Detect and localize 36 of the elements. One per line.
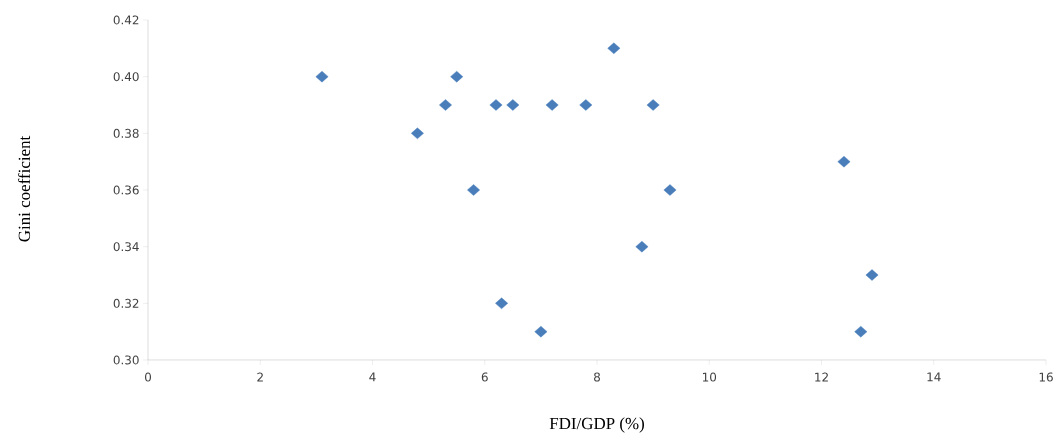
y-tick-label: 0.42: [113, 15, 139, 25]
point: [607, 42, 621, 55]
point: [506, 99, 520, 111]
x-tick-label: 0: [144, 372, 152, 382]
point: [489, 99, 503, 111]
point: [545, 99, 559, 111]
point: [411, 127, 424, 140]
y-tick-label: 0.32: [113, 298, 139, 308]
x-tick-label: 14: [927, 372, 941, 382]
x-tick-label: 4: [369, 372, 376, 382]
point: [865, 269, 879, 281]
point: [495, 297, 508, 310]
point: [439, 99, 452, 111]
point: [534, 325, 548, 338]
point: [315, 70, 329, 83]
x-tick-label: 8: [594, 372, 600, 382]
y-tick-label: 0.40: [113, 72, 139, 82]
y-tick-label: 0.30: [113, 355, 139, 365]
x-tick-label: 16: [1039, 372, 1053, 382]
y-tick-label: 0.36: [113, 185, 139, 195]
point: [837, 155, 851, 168]
x-tick-label: 6: [481, 372, 488, 382]
point: [579, 99, 593, 111]
y-axis-title: Gini coefficient: [17, 135, 31, 242]
point: [663, 184, 677, 196]
x-tick-label: 10: [702, 372, 717, 382]
point: [635, 240, 649, 253]
point: [854, 325, 868, 338]
point: [467, 184, 480, 196]
y-tick-label: 0.34: [113, 242, 139, 252]
x-axis-title: FDI/GDP (%): [549, 417, 644, 433]
y-tick-label: 0.38: [113, 128, 139, 138]
point: [646, 99, 660, 111]
x-tick-label: 12: [815, 372, 828, 382]
x-tick-label: 2: [257, 372, 263, 382]
point: [450, 70, 464, 83]
